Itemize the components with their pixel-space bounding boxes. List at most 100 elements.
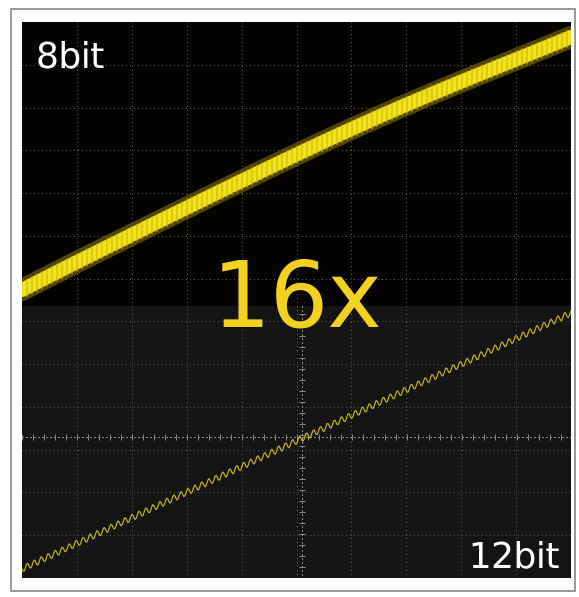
trace-8bit-jitter [406,95,408,114]
oscilloscope-display: 8bit 16x 12bit [22,22,571,578]
trace-8bit-jitter [566,30,568,49]
trace-8bit-jitter [236,174,238,193]
trace-8bit-jitter [381,106,383,125]
trace-8bit-jitter [271,157,273,176]
trace-8bit-jitter [366,113,368,132]
trace-8bit-jitter [556,34,558,53]
trace-8bit-jitter [251,167,253,186]
trace-8bit-jitter [221,181,223,200]
bottom-panel-12bit [22,306,571,578]
trace-8bit-jitter [511,52,513,71]
waveform-traces [22,26,571,572]
trace-8bit-jitter [361,115,363,134]
trace-8bit-jitter [141,221,143,240]
trace-8bit-jitter [321,134,323,152]
trace-8bit-jitter [431,85,433,104]
trace-8bit-jitter [181,201,183,220]
trace-8bit-jitter [171,206,173,225]
trace-8bit-jitter [561,32,563,51]
trace-8bit-jitter [41,271,43,290]
trace-8bit-jitter [226,179,228,198]
trace-8bit-jitter [266,160,268,179]
trace-8bit-jitter [71,256,73,274]
trace-8bit-jitter [46,268,48,287]
trace-8bit-jitter [336,127,338,145]
label-16x: 16x [212,242,382,349]
trace-8bit-jitter [116,233,118,252]
trace-8bit-jitter [151,216,153,235]
trace-8bit-jitter [261,162,263,181]
trace-8bit-jitter [391,102,393,121]
trace-8bit-jitter [246,169,248,188]
trace-8bit-jitter [36,273,38,292]
trace-8bit-jitter [206,189,208,208]
trace-8bit-jitter [241,172,243,191]
trace-8bit-jitter [291,148,293,167]
trace-8bit-jitter [546,38,548,57]
trace-8bit-jitter [481,64,483,83]
trace-8bit-jitter [136,223,138,242]
trace-8bit-jitter [81,251,83,269]
trace-8bit-jitter [276,155,278,174]
trace-8bit-jitter [86,248,88,267]
trace-8bit-jitter [256,164,258,183]
trace-8bit-jitter [341,124,343,143]
trace-8bit-jitter [56,263,58,282]
trace-8bit-jitter [111,236,113,254]
trace-8bit-jitter [61,261,63,280]
trace-8bit-jitter [521,48,523,67]
trace-8bit-jitter [66,258,68,277]
trace-8bit-jitter [166,208,168,227]
trace-8bit-jitter [161,211,163,230]
trace-8bit-jitter [401,98,403,116]
trace-8bit-jitter [296,145,298,164]
trace-8bit-jitter [211,186,213,205]
trace-8bit-jitter [451,76,453,95]
trace-8bit-jitter [456,74,458,93]
trace-8bit-jitter [106,238,108,257]
trace-8bit-jitter [196,194,198,213]
trace-12bit [22,310,571,572]
trace-8bit-jitter [421,89,423,108]
trace-8bit-jitter [541,40,543,59]
trace-8bit-jitter [176,204,178,222]
trace-8bit-jitter [506,54,508,73]
trace-8bit-jitter [526,46,528,65]
trace-8bit-jitter [531,44,533,63]
trace-8bit-jitter [496,58,498,77]
trace-8bit-jitter [491,60,493,79]
trace-8bit-jitter [551,36,553,55]
trace-8bit-jitter [186,199,188,218]
trace-8bit-jitter [471,68,473,87]
trace-8bit-jitter [466,70,468,89]
trace-8bit-jitter [501,56,503,75]
trace-8bit-jitter [416,91,418,110]
trace-8bit-jitter [326,131,328,150]
trace-8bit-jitter [156,213,158,232]
label-12bit: 12bit [468,536,560,577]
trace-8bit-jitter [96,243,98,262]
trace-8bit-jitter [191,196,193,215]
trace-8bit-jitter [411,93,413,112]
trace-8bit-jitter [201,191,203,210]
trace-8bit-jitter [516,50,518,69]
trace-8bit-jitter [121,231,123,250]
trace-8bit-jitter [331,129,333,148]
trace-8bit-jitter [536,42,538,61]
trace-8bit-jitter [346,122,348,141]
trace-8bit-jitter [231,177,233,195]
trace-8bit-jitter [126,228,128,247]
trace-8bit-jitter [396,100,398,119]
trace-8bit-jitter [486,62,488,81]
trace-8bit-jitter [356,117,358,136]
trace-8bit-jitter [446,79,448,97]
trace-8bit-jitter [386,104,388,123]
trace-8bit-jitter [286,150,288,169]
trace-8bit-jitter [371,111,373,130]
trace-8bit-jitter [26,278,28,297]
trace-8bit-jitter [476,66,478,85]
trace-8bit-jitter [91,246,93,264]
trace-8bit-jitter [426,87,428,106]
trace-8bit-jitter [316,136,318,155]
trace-8bit-jitter [131,226,133,245]
